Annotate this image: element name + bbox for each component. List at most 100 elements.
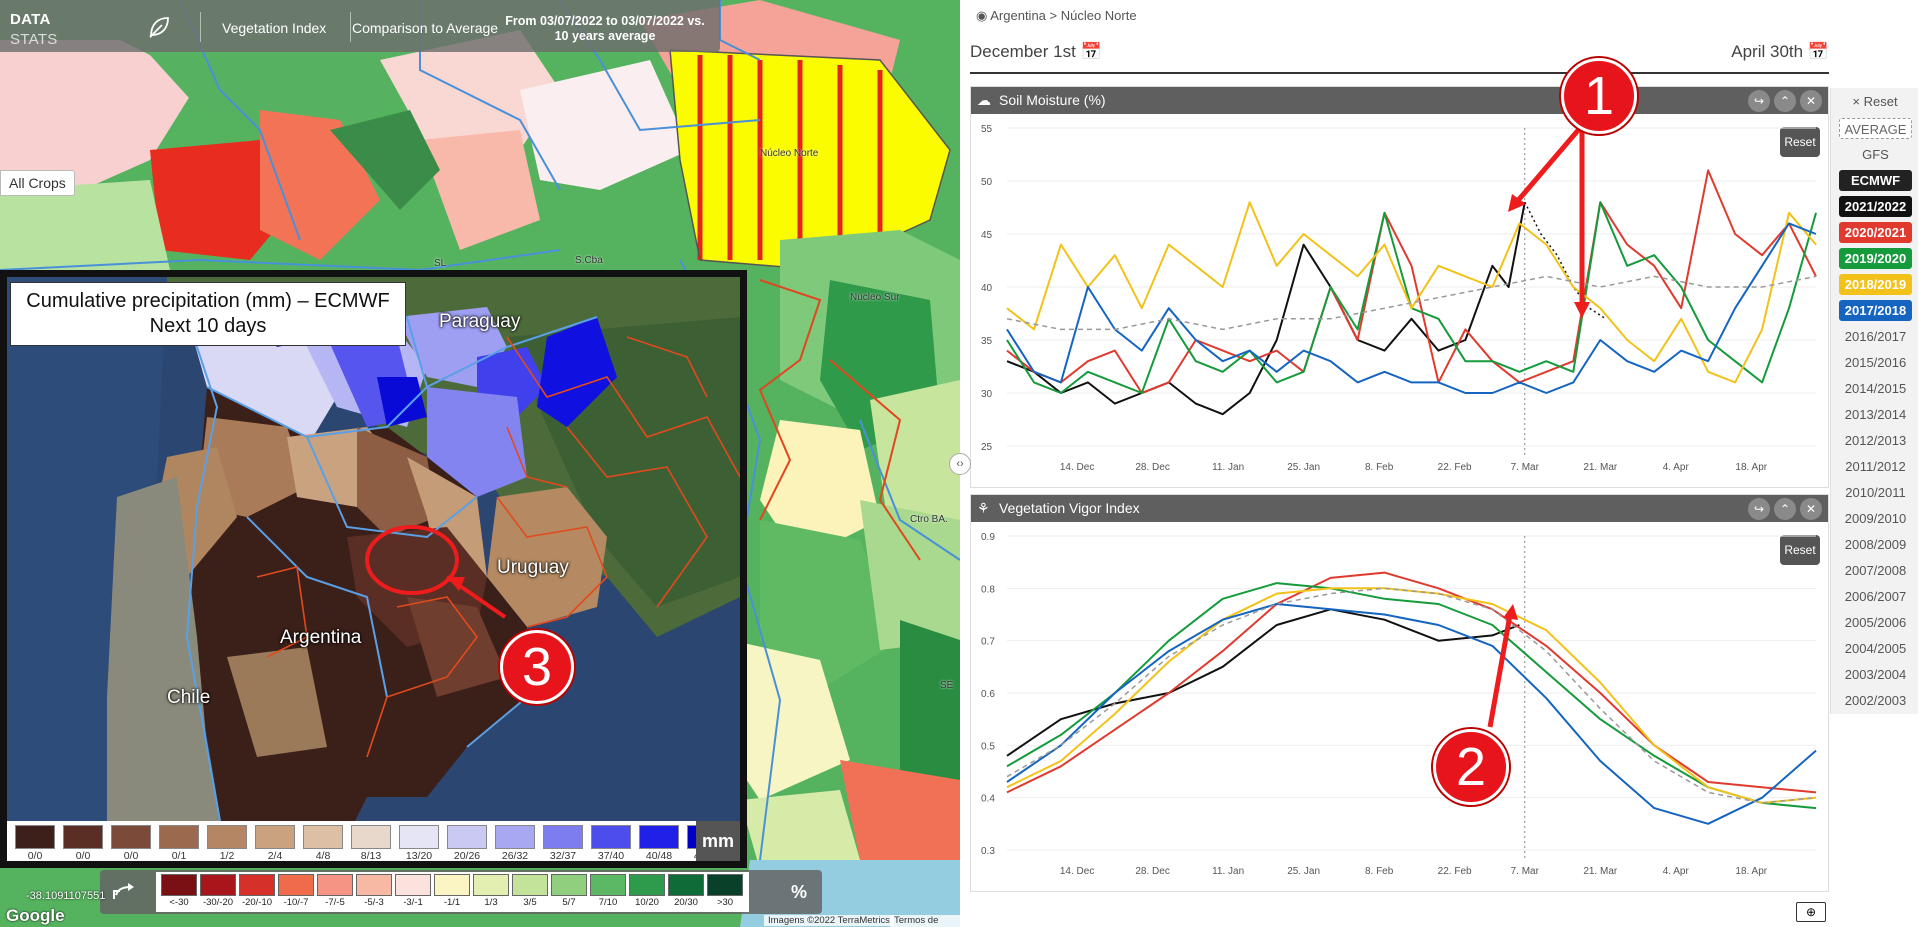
map-legend-item[interactable]: -30/-20 — [199, 874, 237, 910]
vegetation-vigor-plot[interactable]: 0.3 0.4 0.5 0.6 0.7 0.8 0.9 14. Dec 28. Dec 11. J… — [971, 522, 1828, 890]
country-label: Chile — [167, 687, 211, 708]
soil-moisture-plot[interactable]: 25 30 35 40 45 50 55 14. Dec 28. Dec 11. Jan 25. J… — [971, 114, 1828, 486]
map-legend-item[interactable]: <-30 — [160, 874, 198, 910]
map-view[interactable]: Núcleo Norte Núcleo Sur Ctro BA. SL S.Cb… — [0, 0, 960, 927]
map-legend-item[interactable]: 1/3 — [472, 874, 510, 910]
x-tick-label: 22. Feb — [1438, 462, 1472, 473]
legend-label: 0/0 — [27, 850, 43, 862]
x-tick-label: 8. Feb — [1365, 866, 1394, 877]
close-icon[interactable]: ✕ — [1800, 498, 1822, 520]
legend-label: 1/2 — [219, 850, 235, 862]
brand-line1: DATA — [10, 11, 51, 28]
country-label: Argentina — [280, 627, 362, 648]
legend-swatch — [473, 874, 509, 896]
collapse-icon[interactable]: ⌃ — [1774, 498, 1796, 520]
precipitation-inset: Cumulative precipitation (mm) – ECMWF Ne… — [0, 270, 747, 868]
calendar-icon[interactable]: 📅 — [1807, 42, 1829, 61]
legend-swatch — [303, 825, 343, 849]
map-legend-item[interactable]: -1/1 — [433, 874, 471, 910]
series-toggle[interactable]: 2006/2007 — [1844, 589, 1907, 604]
series-toggle[interactable]: 2005/2006 — [1844, 615, 1907, 630]
series-toggle[interactable]: 2003/2004 — [1844, 667, 1907, 682]
unit-label: mm — [696, 821, 740, 861]
x-tick-label: 7. Mar — [1511, 866, 1540, 877]
map-legend-item[interactable]: -7/-5 — [316, 874, 354, 910]
precipitation-map — [7, 277, 740, 861]
close-icon[interactable]: ✕ — [1800, 90, 1822, 112]
series-toggle[interactable]: 2017/2018 — [1839, 300, 1912, 321]
series-toggle[interactable]: 2012/2013 — [1844, 433, 1907, 448]
map-legend-item[interactable]: >30 — [706, 874, 744, 910]
map-legend-item[interactable]: -10/-7 — [277, 874, 315, 910]
series-toggle[interactable]: 2019/2020 — [1839, 248, 1912, 269]
percent-toggle[interactable]: % — [790, 881, 807, 902]
y-tick-label: 0.5 — [981, 741, 995, 752]
map-legend-item[interactable]: -5/-3 — [355, 874, 393, 910]
legend-label: 0/0 — [123, 850, 139, 862]
calendar-icon[interactable]: 📅 — [1080, 42, 1102, 61]
legend-swatch — [239, 874, 275, 896]
series-line-average — [1006, 275, 1817, 331]
cloud-rain-icon: ☁ — [977, 92, 991, 108]
series-toggle[interactable]: 2009/2010 — [1844, 511, 1907, 526]
end-date-picker[interactable]: April 30th 📅 — [1731, 42, 1829, 62]
y-tick-label: 45 — [981, 230, 993, 241]
panel-collapse-handle[interactable]: ‹› — [949, 453, 971, 475]
series-toggle[interactable]: 2010/2011 — [1845, 485, 1906, 500]
export-icon[interactable]: ↪ — [1748, 498, 1770, 520]
series-toggle[interactable]: 2018/2019 — [1839, 274, 1912, 295]
add-chart-icon[interactable]: ⊕ — [1796, 902, 1826, 922]
series-toggle[interactable]: 2014/2015 — [1844, 381, 1907, 396]
callout-one: 1 — [1561, 58, 1637, 134]
all-crops-button[interactable]: All Crops — [0, 170, 75, 196]
export-icon[interactable]: ↪ — [1748, 90, 1770, 112]
breadcrumb: ◉ Argentina > Núcleo Norte — [976, 8, 1137, 24]
collapse-icon[interactable]: ⌃ — [1774, 90, 1796, 112]
series-toggle[interactable]: 2002/2003 — [1844, 693, 1907, 708]
series-toggle[interactable]: 2008/2009 — [1844, 537, 1907, 552]
start-date-picker[interactable]: December 1st 📅 — [970, 42, 1102, 62]
series-line-2017-2018 — [1006, 603, 1817, 825]
period-line2: 10 years average — [554, 29, 656, 43]
gfs-toggle[interactable]: GFS — [1862, 147, 1889, 162]
imagery-attribution: Imagens ©2022 TerraMetrics — [764, 915, 894, 926]
terms-link[interactable]: Termos de Uso — [890, 915, 960, 927]
chart-reset-button[interactable]: Reset — [1780, 535, 1820, 565]
comparison-button[interactable]: Comparison to Average — [352, 20, 499, 36]
legend-swatch — [356, 874, 392, 896]
series-reset-label: Reset — [1863, 94, 1898, 109]
place-label: S.Cba — [575, 255, 603, 266]
top-toolbar: DATA STATS Vegetation Index Comparison t… — [0, 0, 720, 52]
map-legend-item[interactable]: 5/7 — [550, 874, 588, 910]
series-toggle[interactable]: 2015/2016 — [1844, 355, 1907, 370]
map-legend-item[interactable]: 20/30 — [667, 874, 705, 910]
series-toggle[interactable]: 2021/2022 — [1839, 196, 1912, 217]
legend-label: 10/20 — [635, 897, 659, 908]
map-legend-item[interactable]: 10/20 — [628, 874, 666, 910]
chart-reset-button[interactable]: Reset — [1780, 127, 1820, 157]
average-toggle[interactable]: AVERAGE — [1839, 118, 1912, 139]
series-reset-button[interactable]: × Reset — [1852, 94, 1898, 109]
legend-swatch — [278, 874, 314, 896]
series-toggle[interactable]: 2011/2012 — [1845, 459, 1906, 474]
series-selector: × Reset AVERAGE GFS ECMWF 2021/2022 2020/2… — [1830, 88, 1918, 714]
leaf-icon[interactable] — [140, 10, 178, 44]
series-toggle[interactable]: 2020/2021 — [1839, 222, 1912, 243]
map-legend-item[interactable]: 3/5 — [511, 874, 549, 910]
series-toggle[interactable]: 2007/2008 — [1844, 563, 1907, 578]
inset-legend-item: 0/0 — [61, 821, 105, 861]
map-legend-item[interactable]: -3/-1 — [394, 874, 432, 910]
legend-swatch — [63, 825, 103, 849]
series-toggle[interactable]: 2013/2014 — [1844, 407, 1907, 422]
legend-label: 0/1 — [171, 850, 187, 862]
series-toggle[interactable]: 2004/2005 — [1844, 641, 1907, 656]
map-legend-item[interactable]: -20/-10 — [238, 874, 276, 910]
series-line-2018-2019 — [1006, 201, 1817, 384]
breadcrumb-text[interactable]: Argentina > Núcleo Norte — [990, 8, 1137, 23]
vegetation-index-button[interactable]: Vegetation Index — [222, 20, 327, 36]
series-toggle[interactable]: ECMWF — [1839, 170, 1912, 191]
share-icon[interactable] — [106, 876, 140, 908]
map-legend-item[interactable]: 7/10 — [589, 874, 627, 910]
inset-legend-item: 37/40 — [589, 821, 633, 861]
series-toggle[interactable]: 2016/2017 — [1844, 329, 1907, 344]
